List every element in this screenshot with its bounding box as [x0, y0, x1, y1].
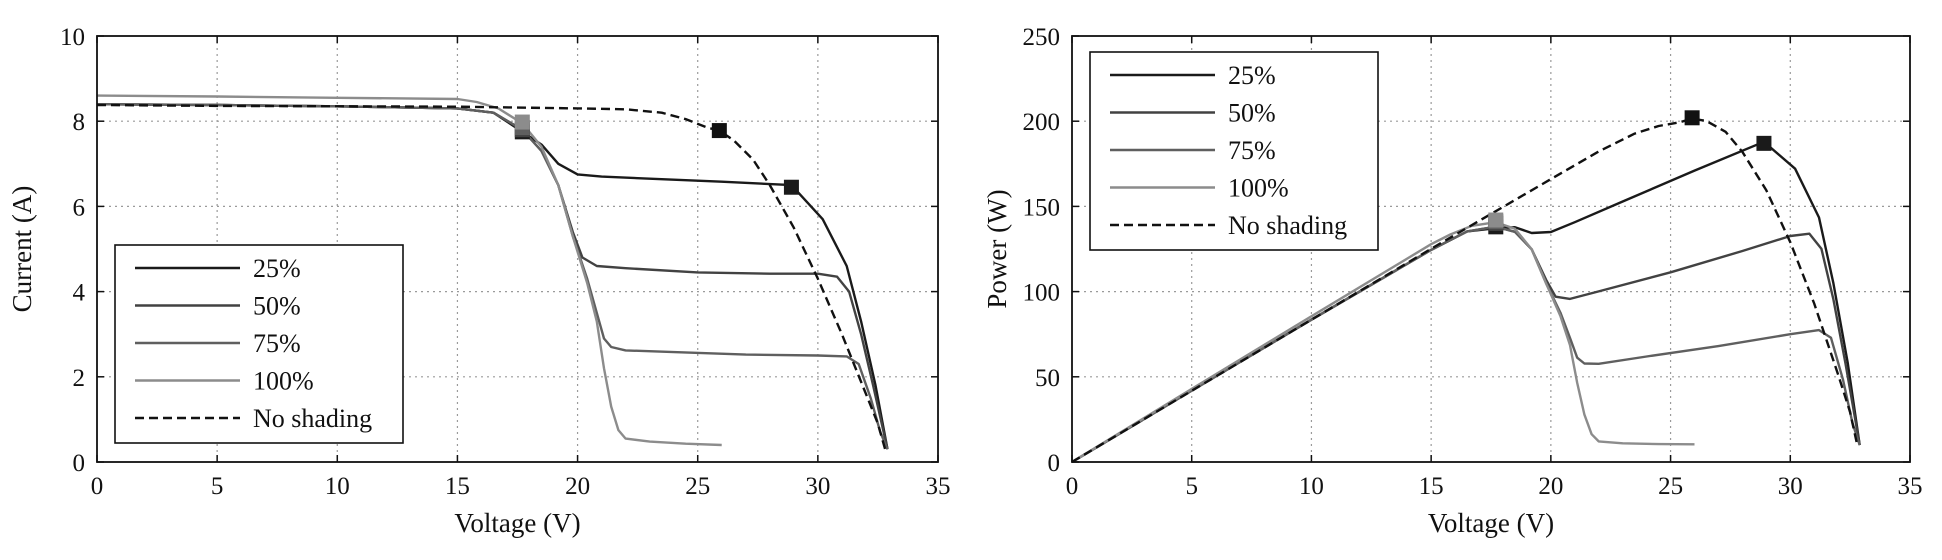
x-tick-label: 25 [685, 473, 710, 500]
legend-label-2: 75% [253, 329, 301, 358]
x-tick-label: 35 [926, 473, 951, 500]
legend-label-0: 25% [1228, 61, 1276, 90]
series-marker-3 [1488, 212, 1504, 228]
x-tick-label: 25 [1658, 473, 1683, 500]
x-axis-title: Voltage (V) [1428, 508, 1554, 538]
current-voltage-chart: 0 5 10 15 20 25 30 35 0 2 4 6 8 10 Voltage (V) Current … [7, 24, 951, 538]
legend-label-0: 25% [253, 254, 301, 283]
legend-label-1: 50% [253, 292, 301, 321]
y-axis-title: Power (W) [982, 189, 1012, 308]
y-tick-label: 50 [1035, 365, 1060, 392]
series-marker-4 [1684, 110, 1700, 126]
x-tick-label: 15 [1419, 473, 1444, 500]
y-tick-label: 0 [73, 450, 86, 477]
legend-label-4: No shading [253, 404, 372, 433]
y-tick-label: 4 [73, 280, 86, 307]
series-marker-0 [1756, 135, 1772, 151]
series-line-4 [1071, 117, 1859, 464]
x-tick-label: 5 [1185, 473, 1198, 500]
x-tick-label: 0 [1066, 473, 1079, 500]
power-voltage-chart: 0 5 10 15 20 25 30 35 0 50 100 150 200 250 Voltage (V)… [982, 24, 1923, 538]
y-tick-label: 8 [73, 109, 86, 136]
x-tick-label: 10 [1299, 473, 1324, 500]
x-tick-label: 30 [805, 473, 830, 500]
y-axis-title: Current (A) [7, 186, 37, 313]
y-tick-label: 150 [1023, 194, 1061, 221]
x-tick-label: 30 [1778, 473, 1803, 500]
y-tick-label: 250 [1023, 24, 1061, 51]
legend-label-2: 75% [1228, 136, 1276, 165]
x-tick-label: 35 [1898, 473, 1923, 500]
plot-frame [1071, 35, 1911, 463]
x-tick-label: 20 [1538, 473, 1563, 500]
plot-frame [96, 35, 939, 463]
y-tick-label: 100 [1023, 280, 1061, 307]
legend-label-3: 100% [1228, 174, 1289, 203]
y-tick-label: 0 [1048, 450, 1061, 477]
series-line-2 [96, 103, 889, 450]
legend-label-4: No shading [1228, 211, 1347, 240]
y-tick-label: 200 [1023, 109, 1061, 136]
x-axis-title: Voltage (V) [454, 508, 580, 538]
series-marker-3 [514, 114, 530, 130]
series-marker-4 [711, 123, 727, 139]
x-tick-label: 10 [325, 473, 350, 500]
legend-label-1: 50% [1228, 99, 1276, 128]
series-line-3 [1071, 221, 1695, 464]
y-tick-label: 2 [73, 365, 86, 392]
series-line-3 [96, 94, 722, 447]
y-tick-label: 6 [73, 194, 86, 221]
x-tick-label: 5 [211, 473, 224, 500]
legend-label-3: 100% [253, 367, 314, 396]
x-tick-label: 0 [91, 473, 104, 500]
y-tick-label: 10 [60, 24, 85, 51]
x-tick-label: 15 [445, 473, 470, 500]
x-tick-label: 20 [565, 473, 590, 500]
series-marker-0 [783, 179, 799, 195]
